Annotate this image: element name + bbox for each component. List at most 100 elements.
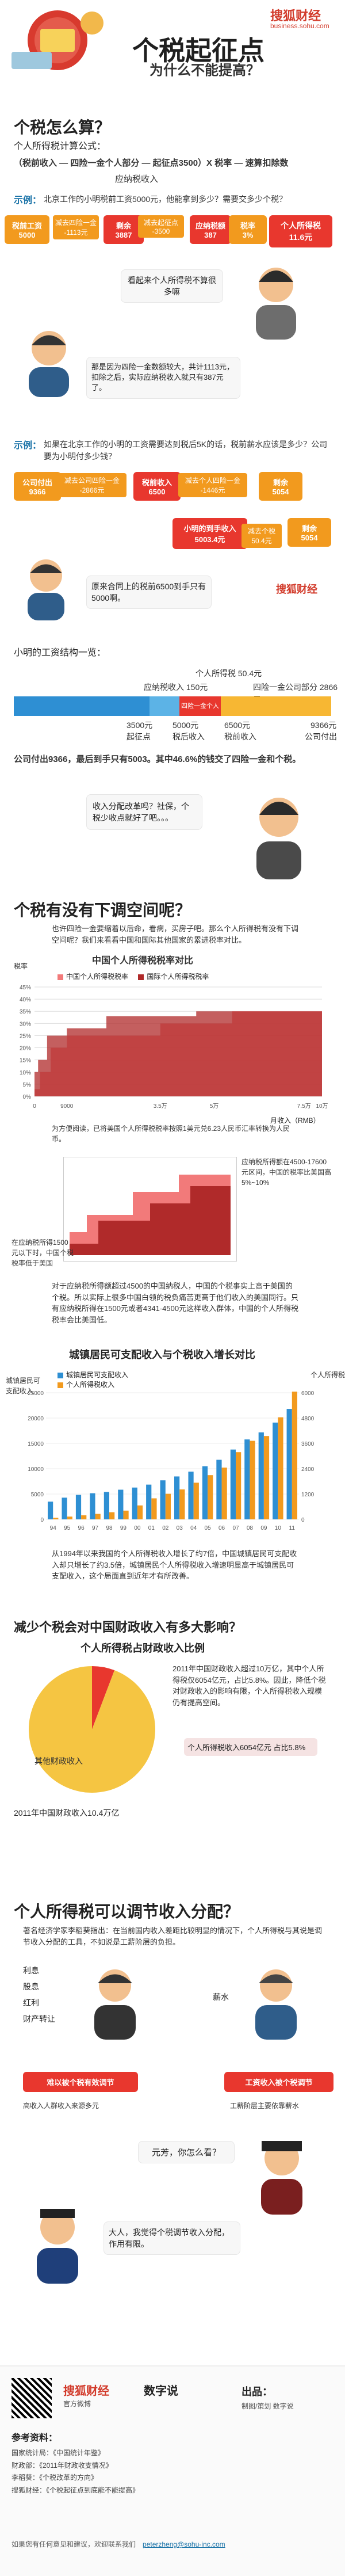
bottom-value: 5000元 bbox=[172, 721, 199, 730]
x-tick-label: 95 bbox=[64, 1525, 71, 1531]
take-home-box: 小明的到手收入 5003.4元 bbox=[172, 518, 247, 549]
example-prefix: 示例： bbox=[14, 196, 42, 205]
tax-rate-chart: 0% 5% 10% 15% 20% 25% 30% 35% 40% 45% 0 9000 3.5万 5万 7… bbox=[20, 985, 328, 1110]
section-tax-room: 个税有没有下调空间呢？ 也许四险一金要缩着以后命，看病，买房子吧。那么个人所得税… bbox=[0, 898, 345, 1347]
y-tick-label: 45% bbox=[20, 985, 31, 991]
bar bbox=[81, 1515, 87, 1519]
bar bbox=[258, 1432, 264, 1519]
x-tick-label: 08 bbox=[247, 1525, 254, 1531]
chart-title: 中国个人所得税税率对比 bbox=[92, 956, 194, 966]
x-axis-label: 月收入（RMB） bbox=[270, 1116, 320, 1125]
page-title: 个税起征点 bbox=[132, 36, 264, 66]
formula-label: 个人所得税计算公式： bbox=[14, 142, 106, 151]
x-tick-label: 05 bbox=[205, 1525, 212, 1531]
qr-code bbox=[12, 2378, 52, 2418]
formula-sub: 应纳税收入 bbox=[115, 174, 159, 184]
right-axis-label: 个人所得税 bbox=[310, 1371, 345, 1379]
bar bbox=[278, 1417, 283, 1519]
x-tick-label: 04 bbox=[190, 1525, 197, 1531]
example-text: 北京工作的小明税前工资5000元，他能拿到多少？需要交多少个税？ bbox=[44, 195, 288, 204]
bar bbox=[75, 1495, 82, 1519]
y-tick-label: 10% bbox=[20, 1070, 31, 1076]
person-left-icon bbox=[17, 552, 75, 624]
bottom-value: 9366元 bbox=[310, 721, 337, 730]
person-right-icon bbox=[241, 259, 310, 342]
bar bbox=[202, 1466, 208, 1519]
y-tick-label: 0% bbox=[23, 1094, 32, 1100]
left-axis-label: 城镇居民可支配收入 bbox=[6, 1377, 41, 1395]
person-right-icon bbox=[241, 788, 316, 883]
section-title: 个税有没有下调空间呢？ bbox=[14, 901, 191, 919]
structure-title: 小明的工资结构一览： bbox=[14, 648, 106, 658]
x-tick-label: 06 bbox=[218, 1525, 225, 1531]
pie-label-box: 个人所得税收入6054亿元 占比5.8% bbox=[184, 1738, 317, 1756]
pie-text: 2011年中国财政收入超过10万亿，其中个人所得税仅6054亿元，占比5.8%。… bbox=[172, 1664, 326, 1707]
x-tick-label: 11 bbox=[289, 1525, 296, 1531]
person-left-icon bbox=[17, 322, 80, 400]
pie-slice bbox=[92, 1666, 115, 1729]
flow-step: 个人所得税 11.6元 bbox=[269, 215, 332, 247]
bottom-sub: 税后收入 bbox=[172, 732, 205, 741]
speech-bubble: 收入分配改革吗？社保，个税少收点就好了吧。。。 bbox=[86, 794, 202, 830]
watermark-logo: 搜狐财经 bbox=[276, 584, 317, 595]
bottom-value: 6500元 bbox=[224, 721, 251, 730]
logo: 搜狐财经 bbox=[270, 9, 321, 23]
y-tick-label: 20% bbox=[20, 1046, 31, 1052]
right-box: 工资收入被个税调节 bbox=[224, 2072, 334, 2092]
refs-title: 参考资料： bbox=[12, 2433, 58, 2443]
y-tick-label: 35% bbox=[20, 1009, 31, 1015]
banner-art bbox=[0, 0, 126, 75]
y-tick-label: 0 bbox=[40, 1517, 44, 1523]
y-tick-label: 3600 bbox=[301, 1441, 315, 1447]
flow-step: 剩余 5054 bbox=[259, 472, 302, 501]
speech-bubble: 原来合同上的税前6500到手只有5000啊。 bbox=[86, 576, 212, 609]
left-caption: 高收入人群收入来源多元 bbox=[23, 2102, 99, 2110]
footer-email[interactable]: peterzheng@sohu-inc.com bbox=[143, 2540, 225, 2548]
x-tick-label: 94 bbox=[50, 1525, 57, 1531]
x-tick-label: 7.5万 bbox=[297, 1103, 311, 1110]
x-tick-label: 97 bbox=[92, 1525, 99, 1531]
taxable-label: 应纳税收入 150元 bbox=[144, 683, 208, 692]
x-tick-label: 0 bbox=[33, 1103, 36, 1110]
pie-footer: 2011年中国财政收入10.4万亿 bbox=[14, 1808, 120, 1817]
bar bbox=[151, 1498, 157, 1519]
worker-icon bbox=[241, 1963, 310, 2046]
flow-step: 应纳税额 387 bbox=[190, 215, 231, 244]
footer-weibo: 官方微博 bbox=[63, 2400, 91, 2408]
bar-segment bbox=[14, 696, 150, 716]
bar bbox=[160, 1480, 166, 1519]
x-tick-label: 10万 bbox=[316, 1103, 328, 1110]
bar bbox=[90, 1493, 95, 1519]
bar bbox=[193, 1483, 199, 1519]
legend: 城镇居民可支配收入 个人所得税收入 bbox=[57, 1370, 128, 1389]
y-tick-label: 10000 bbox=[28, 1466, 44, 1473]
speech-bubble: 那是因为四险一金数额较大，共计1113元，扣除之后，实际应纳税收入就只有387元… bbox=[86, 357, 240, 399]
bar bbox=[244, 1439, 250, 1519]
bar bbox=[250, 1441, 255, 1519]
reform-scene: 收入分配改革吗？社保，个税少收点就好了吧。。。 bbox=[0, 783, 345, 886]
bar bbox=[221, 1468, 227, 1519]
chart-title: 个人所得税占财政收入比例 bbox=[80, 1643, 205, 1654]
y-tick-label: 0 bbox=[301, 1517, 305, 1523]
x-tick-label: 07 bbox=[232, 1525, 239, 1531]
bar bbox=[179, 1489, 185, 1519]
bar bbox=[273, 1422, 278, 1519]
bar bbox=[109, 1512, 115, 1519]
judge-icon bbox=[247, 2129, 316, 2219]
y-tick-label: 20000 bbox=[28, 1416, 44, 1422]
x-tick-label: 9000 bbox=[60, 1103, 74, 1110]
right-caption: 工薪阶层主要依靠薪水 bbox=[230, 2102, 300, 2110]
chart-legend: 中国个人所得税税率 国际个人所得税税率 bbox=[57, 971, 209, 981]
y-tick-label: 6000 bbox=[301, 1390, 315, 1397]
top-banner: 搜狐财经 business.sohu.com 个税起征点 为什么不能提高？ bbox=[0, 0, 345, 78]
x-tick-label: 01 bbox=[148, 1525, 155, 1531]
example-text: 如果在北京工作的小明的工资需要达到税后5K的话，税前薪水应该是多少？公司要为小明… bbox=[44, 440, 328, 461]
pie-slice bbox=[28, 1666, 155, 1793]
bar bbox=[292, 1392, 297, 1519]
x-tick-label: 10 bbox=[275, 1525, 282, 1531]
intro-text: 著名经济学家李稻葵指出：在当前国内收入差距比较明显的情况下，个人所得税与其说是调… bbox=[23, 1926, 323, 1946]
flow-step: 剩余 5054 bbox=[288, 518, 331, 547]
section-example2: 示例： 如果在北京工作的小明的工资需要达到税后5K的话，税前薪水应该是多少？公司… bbox=[0, 437, 345, 679]
x-tick-label: 98 bbox=[106, 1525, 113, 1531]
